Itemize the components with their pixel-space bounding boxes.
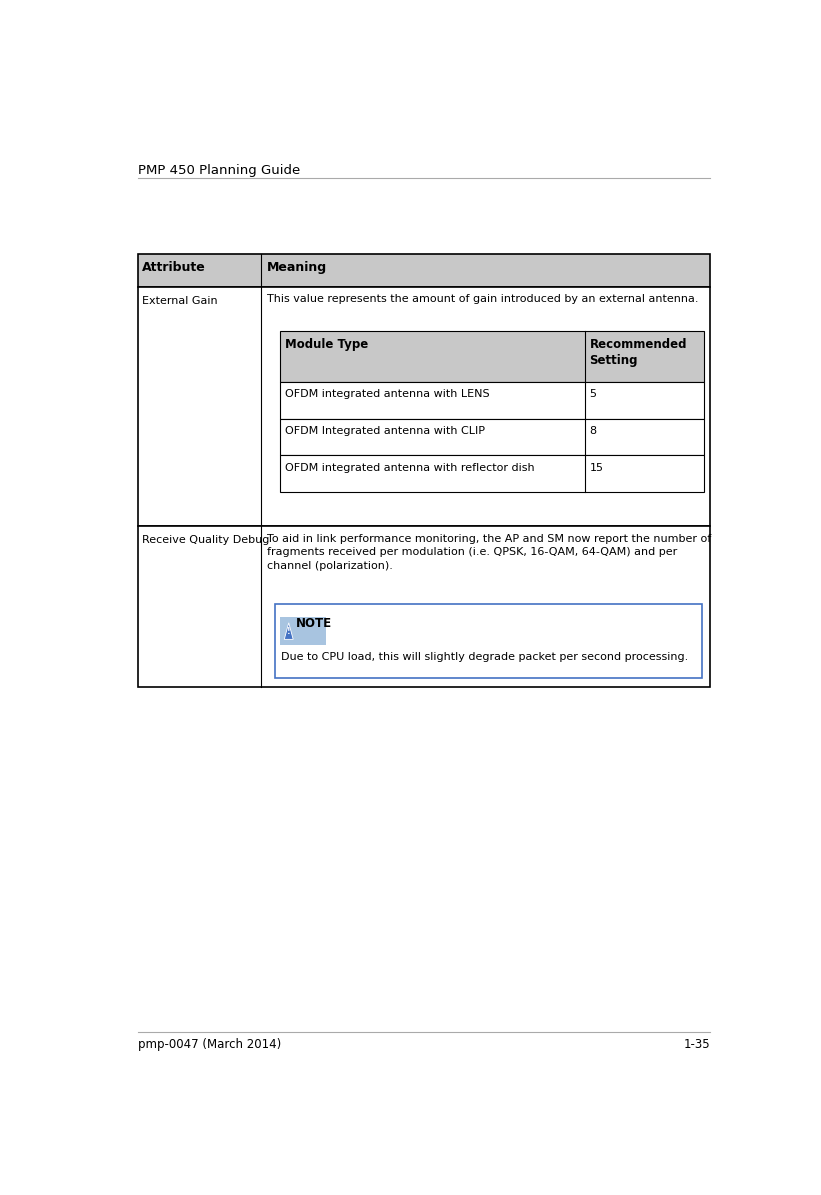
FancyBboxPatch shape (138, 287, 710, 526)
FancyBboxPatch shape (280, 455, 704, 492)
Text: Attribute: Attribute (142, 262, 206, 274)
Text: 8: 8 (589, 425, 597, 436)
Polygon shape (284, 623, 293, 639)
Text: OFDM integrated antenna with reflector dish: OFDM integrated antenna with reflector d… (285, 462, 534, 473)
Text: External Gain: External Gain (142, 296, 218, 306)
FancyBboxPatch shape (138, 526, 710, 687)
FancyBboxPatch shape (280, 618, 326, 645)
Text: 15: 15 (589, 462, 603, 473)
FancyBboxPatch shape (280, 381, 704, 418)
FancyBboxPatch shape (280, 418, 704, 455)
Text: Meaning: Meaning (267, 262, 328, 274)
Text: Due to CPU load, this will slightly degrade packet per second processing.: Due to CPU load, this will slightly degr… (281, 652, 688, 662)
FancyBboxPatch shape (280, 331, 704, 381)
Text: !: ! (287, 627, 291, 637)
Text: 1-35: 1-35 (684, 1037, 710, 1050)
Text: OFDM Integrated antenna with CLIP: OFDM Integrated antenna with CLIP (285, 425, 485, 436)
Text: To aid in link performance monitoring, the AP and SM now report the number of
fr: To aid in link performance monitoring, t… (267, 533, 711, 571)
Text: PMP 450 Planning Guide: PMP 450 Planning Guide (138, 164, 300, 177)
Text: OFDM integrated antenna with LENS: OFDM integrated antenna with LENS (285, 390, 489, 399)
Text: Module Type: Module Type (285, 337, 368, 350)
FancyBboxPatch shape (275, 605, 702, 678)
Text: NOTE: NOTE (296, 618, 332, 630)
Text: Recommended
Setting: Recommended Setting (589, 337, 687, 367)
Text: 5: 5 (589, 390, 597, 399)
Text: This value represents the amount of gain introduced by an external antenna.: This value represents the amount of gain… (267, 294, 699, 305)
Text: Receive Quality Debug: Receive Quality Debug (142, 535, 269, 545)
FancyBboxPatch shape (138, 253, 710, 287)
Text: pmp-0047 (March 2014): pmp-0047 (March 2014) (138, 1037, 281, 1050)
